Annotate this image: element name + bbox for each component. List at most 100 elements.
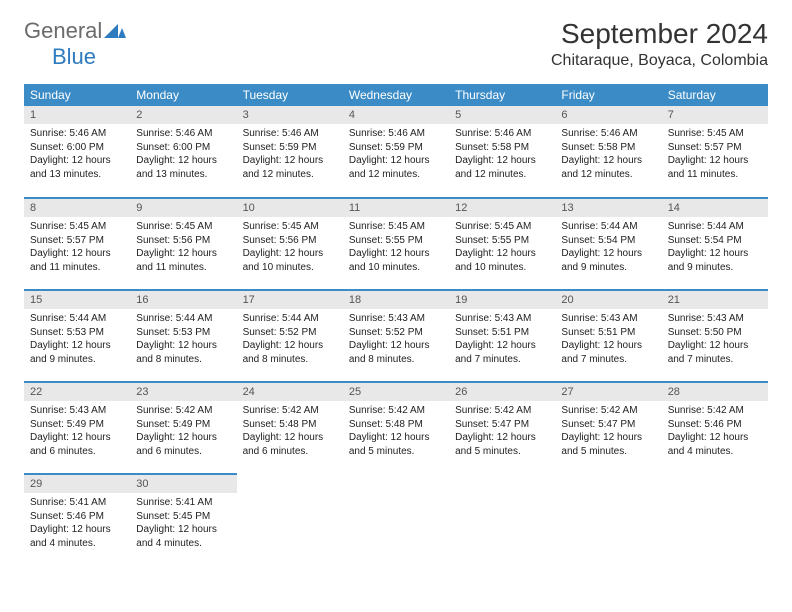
day-body: Sunrise: 5:44 AMSunset: 5:52 PMDaylight:…: [237, 309, 343, 372]
sunset-text: Sunset: 6:00 PM: [136, 141, 230, 155]
daylight-text: Daylight: 12 hours and 4 minutes.: [668, 431, 762, 458]
day-body: Sunrise: 5:46 AMSunset: 6:00 PMDaylight:…: [130, 124, 236, 187]
calendar-cell: [237, 474, 343, 566]
logo: General Blue: [24, 18, 126, 70]
calendar-cell: 11Sunrise: 5:45 AMSunset: 5:55 PMDayligh…: [343, 198, 449, 290]
logo-general: General: [24, 18, 102, 43]
day-body: Sunrise: 5:42 AMSunset: 5:47 PMDaylight:…: [449, 401, 555, 464]
day-body: Sunrise: 5:43 AMSunset: 5:51 PMDaylight:…: [555, 309, 661, 372]
calendar-cell: 17Sunrise: 5:44 AMSunset: 5:52 PMDayligh…: [237, 290, 343, 382]
sunset-text: Sunset: 5:55 PM: [455, 234, 549, 248]
daylight-text: Daylight: 12 hours and 7 minutes.: [455, 339, 549, 366]
day-number: 17: [237, 291, 343, 309]
calendar-cell: 20Sunrise: 5:43 AMSunset: 5:51 PMDayligh…: [555, 290, 661, 382]
daylight-text: Daylight: 12 hours and 6 minutes.: [136, 431, 230, 458]
weekday-header: Monday: [130, 84, 236, 106]
daylight-text: Daylight: 12 hours and 7 minutes.: [561, 339, 655, 366]
sunset-text: Sunset: 5:59 PM: [243, 141, 337, 155]
day-body: Sunrise: 5:46 AMSunset: 5:59 PMDaylight:…: [343, 124, 449, 187]
sunrise-text: Sunrise: 5:45 AM: [243, 220, 337, 234]
weekday-header: Thursday: [449, 84, 555, 106]
sunset-text: Sunset: 5:46 PM: [668, 418, 762, 432]
logo-blue: Blue: [24, 44, 96, 69]
calendar-cell: 13Sunrise: 5:44 AMSunset: 5:54 PMDayligh…: [555, 198, 661, 290]
calendar-week: 1Sunrise: 5:46 AMSunset: 6:00 PMDaylight…: [24, 106, 768, 198]
sunrise-text: Sunrise: 5:43 AM: [349, 312, 443, 326]
calendar-body: 1Sunrise: 5:46 AMSunset: 6:00 PMDaylight…: [24, 106, 768, 566]
day-number: 11: [343, 199, 449, 217]
day-number: 6: [555, 106, 661, 124]
day-number: 21: [662, 291, 768, 309]
sunrise-text: Sunrise: 5:42 AM: [455, 404, 549, 418]
calendar-cell: 12Sunrise: 5:45 AMSunset: 5:55 PMDayligh…: [449, 198, 555, 290]
sunset-text: Sunset: 5:55 PM: [349, 234, 443, 248]
daylight-text: Daylight: 12 hours and 11 minutes.: [30, 247, 124, 274]
calendar-week: 22Sunrise: 5:43 AMSunset: 5:49 PMDayligh…: [24, 382, 768, 474]
day-body: Sunrise: 5:44 AMSunset: 5:53 PMDaylight:…: [130, 309, 236, 372]
day-number: 18: [343, 291, 449, 309]
sunset-text: Sunset: 5:58 PM: [455, 141, 549, 155]
daylight-text: Daylight: 12 hours and 13 minutes.: [136, 154, 230, 181]
calendar-cell: 28Sunrise: 5:42 AMSunset: 5:46 PMDayligh…: [662, 382, 768, 474]
calendar-cell: 30Sunrise: 5:41 AMSunset: 5:45 PMDayligh…: [130, 474, 236, 566]
day-number: 7: [662, 106, 768, 124]
calendar-cell: 26Sunrise: 5:42 AMSunset: 5:47 PMDayligh…: [449, 382, 555, 474]
sunrise-text: Sunrise: 5:45 AM: [30, 220, 124, 234]
calendar-cell: 6Sunrise: 5:46 AMSunset: 5:58 PMDaylight…: [555, 106, 661, 198]
sunrise-text: Sunrise: 5:46 AM: [349, 127, 443, 141]
calendar-cell: [449, 474, 555, 566]
daylight-text: Daylight: 12 hours and 4 minutes.: [30, 523, 124, 550]
day-number: 14: [662, 199, 768, 217]
daylight-text: Daylight: 12 hours and 9 minutes.: [30, 339, 124, 366]
day-body: Sunrise: 5:43 AMSunset: 5:51 PMDaylight:…: [449, 309, 555, 372]
sunset-text: Sunset: 5:58 PM: [561, 141, 655, 155]
day-number: 27: [555, 383, 661, 401]
weekday-header: Sunday: [24, 84, 130, 106]
sunset-text: Sunset: 5:54 PM: [668, 234, 762, 248]
sunrise-text: Sunrise: 5:44 AM: [136, 312, 230, 326]
calendar-cell: 1Sunrise: 5:46 AMSunset: 6:00 PMDaylight…: [24, 106, 130, 198]
sunset-text: Sunset: 5:49 PM: [30, 418, 124, 432]
calendar-cell: [662, 474, 768, 566]
day-body: Sunrise: 5:45 AMSunset: 5:57 PMDaylight:…: [24, 217, 130, 280]
sunrise-text: Sunrise: 5:42 AM: [136, 404, 230, 418]
sunrise-text: Sunrise: 5:44 AM: [561, 220, 655, 234]
calendar-cell: 7Sunrise: 5:45 AMSunset: 5:57 PMDaylight…: [662, 106, 768, 198]
day-number: 3: [237, 106, 343, 124]
daylight-text: Daylight: 12 hours and 12 minutes.: [455, 154, 549, 181]
daylight-text: Daylight: 12 hours and 5 minutes.: [561, 431, 655, 458]
sunset-text: Sunset: 5:52 PM: [243, 326, 337, 340]
day-number: 9: [130, 199, 236, 217]
daylight-text: Daylight: 12 hours and 5 minutes.: [455, 431, 549, 458]
calendar-cell: [555, 474, 661, 566]
day-number: 26: [449, 383, 555, 401]
sunrise-text: Sunrise: 5:42 AM: [349, 404, 443, 418]
sunset-text: Sunset: 5:47 PM: [561, 418, 655, 432]
day-body: Sunrise: 5:46 AMSunset: 5:58 PMDaylight:…: [555, 124, 661, 187]
day-number: 28: [662, 383, 768, 401]
calendar-cell: 14Sunrise: 5:44 AMSunset: 5:54 PMDayligh…: [662, 198, 768, 290]
weekday-header: Tuesday: [237, 84, 343, 106]
day-number: 24: [237, 383, 343, 401]
sunrise-text: Sunrise: 5:41 AM: [30, 496, 124, 510]
day-number: 10: [237, 199, 343, 217]
day-number: 5: [449, 106, 555, 124]
calendar-cell: 25Sunrise: 5:42 AMSunset: 5:48 PMDayligh…: [343, 382, 449, 474]
sunrise-text: Sunrise: 5:42 AM: [243, 404, 337, 418]
sunrise-text: Sunrise: 5:44 AM: [668, 220, 762, 234]
sunrise-text: Sunrise: 5:42 AM: [668, 404, 762, 418]
sunrise-text: Sunrise: 5:41 AM: [136, 496, 230, 510]
daylight-text: Daylight: 12 hours and 12 minutes.: [243, 154, 337, 181]
daylight-text: Daylight: 12 hours and 11 minutes.: [136, 247, 230, 274]
sunset-text: Sunset: 5:53 PM: [136, 326, 230, 340]
day-number: 25: [343, 383, 449, 401]
sunrise-text: Sunrise: 5:42 AM: [561, 404, 655, 418]
day-body: Sunrise: 5:42 AMSunset: 5:46 PMDaylight:…: [662, 401, 768, 464]
sunset-text: Sunset: 5:50 PM: [668, 326, 762, 340]
sunset-text: Sunset: 5:48 PM: [243, 418, 337, 432]
day-body: Sunrise: 5:44 AMSunset: 5:54 PMDaylight:…: [662, 217, 768, 280]
calendar-week: 15Sunrise: 5:44 AMSunset: 5:53 PMDayligh…: [24, 290, 768, 382]
calendar-cell: 29Sunrise: 5:41 AMSunset: 5:46 PMDayligh…: [24, 474, 130, 566]
calendar-cell: 4Sunrise: 5:46 AMSunset: 5:59 PMDaylight…: [343, 106, 449, 198]
day-number: 2: [130, 106, 236, 124]
